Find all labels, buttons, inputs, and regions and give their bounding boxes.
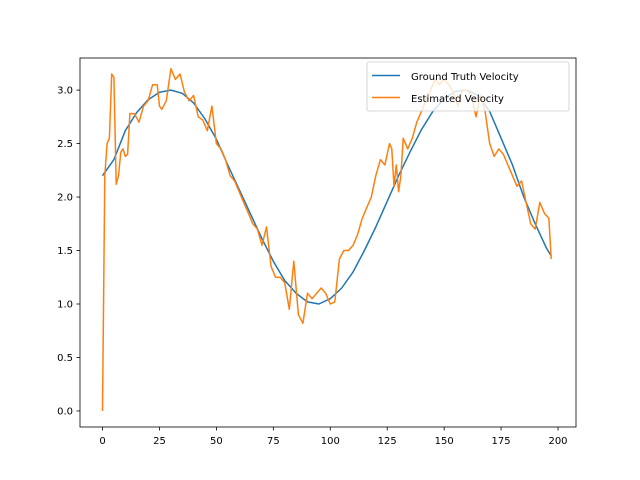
x-tick-label: 175 xyxy=(492,436,511,447)
y-tick-label: 3.0 xyxy=(57,86,73,97)
x-tick-label: 150 xyxy=(435,436,454,447)
legend: Ground Truth Velocity Estimated Velocity xyxy=(366,61,570,112)
legend-label-ground-truth: Ground Truth Velocity xyxy=(411,72,519,83)
y-tick-label: 0.5 xyxy=(57,353,73,364)
x-axis: 0 25 50 75 100 125 150 175 200 xyxy=(99,427,568,447)
legend-box xyxy=(366,61,570,112)
y-tick-label: 1.5 xyxy=(57,246,73,257)
y-axis: 0.0 0.5 1.0 1.5 2.0 2.5 3.0 xyxy=(57,86,80,417)
x-tick-label: 75 xyxy=(267,436,280,447)
legend-label-estimated: Estimated Velocity xyxy=(411,94,504,105)
x-tick-label: 200 xyxy=(548,436,567,447)
axes-frame xyxy=(79,57,577,428)
y-tick-label: 2.5 xyxy=(57,139,73,150)
y-tick-label: 0.0 xyxy=(57,406,73,417)
x-tick-label: 0 xyxy=(99,436,105,447)
x-tick-label: 25 xyxy=(153,436,166,447)
y-tick-label: 1.0 xyxy=(57,300,73,311)
x-tick-label: 125 xyxy=(378,436,397,447)
y-tick-label: 2.0 xyxy=(57,193,73,204)
x-tick-label: 50 xyxy=(210,436,223,447)
x-tick-label: 100 xyxy=(321,436,340,447)
